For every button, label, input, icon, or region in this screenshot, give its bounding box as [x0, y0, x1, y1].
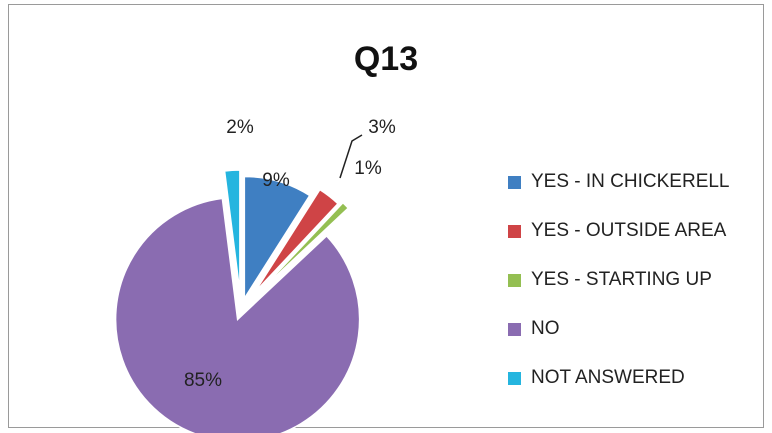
legend-swatch — [508, 175, 521, 189]
chart-title: Q13 — [353, 40, 419, 78]
pie-slice-yes-in-chickerell — [243, 175, 311, 302]
legend-swatch — [508, 273, 521, 287]
slice-label: 2% — [226, 117, 254, 138]
pie-slice-not-answered — [223, 169, 241, 293]
legend-item-no: NO — [508, 317, 730, 341]
legend-label: NOT ANSWERED — [531, 367, 685, 388]
legend-label: NO — [531, 318, 560, 339]
legend-item-yes-starting-up: YES - STARTING UP — [508, 268, 730, 292]
legend-item-yes-in-chickerell: YES - IN CHICKERELL — [508, 170, 730, 194]
legend-label: YES - STARTING UP — [531, 269, 712, 290]
legend-swatch — [508, 224, 521, 238]
slice-label: 85% — [184, 370, 222, 391]
slice-label: 1% — [354, 158, 382, 179]
chart-legend: YES - IN CHICKERELL YES - OUTSIDE AREA Y… — [508, 170, 730, 415]
legend-item-yes-outside-area: YES - OUTSIDE AREA — [508, 219, 730, 243]
legend-label: YES - OUTSIDE AREA — [531, 220, 727, 241]
leader-line — [339, 134, 363, 179]
pie-slice-yes-outside-area — [253, 188, 340, 294]
legend-item-not-answered: NOT ANSWERED — [508, 366, 730, 390]
slice-label: 3% — [368, 117, 396, 138]
pie-slice-yes-starting-up — [258, 201, 350, 293]
pie-slice-no — [114, 197, 361, 433]
legend-swatch — [508, 322, 521, 336]
legend-label: YES - IN CHICKERELL — [531, 171, 730, 192]
legend-swatch — [508, 371, 521, 385]
slice-label: 9% — [262, 170, 290, 191]
